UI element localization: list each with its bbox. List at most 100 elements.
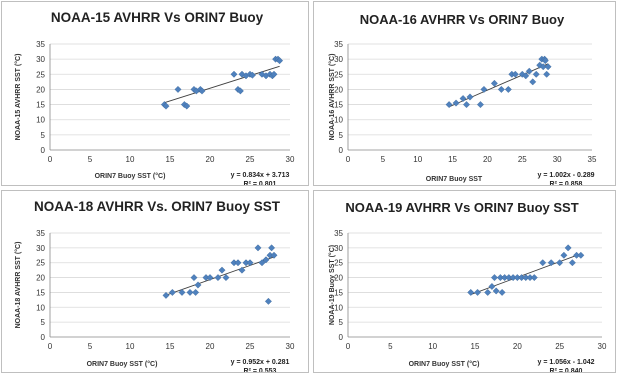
x-tick-label: 10 [126, 155, 135, 164]
x-tick-label: 15 [166, 155, 175, 164]
trendline-equation: y = 0.952x + 0.281 [231, 359, 290, 366]
y-tick-label: 20 [334, 274, 343, 283]
trendline-equation: y = 1.002x - 0.289 [537, 172, 594, 179]
x-tick-label: 0 [48, 155, 53, 164]
data-point [556, 259, 564, 267]
y-tick-label: 0 [339, 333, 344, 342]
data-point [547, 259, 555, 267]
data-point [186, 288, 194, 296]
data-point [238, 266, 246, 274]
y-tick-label: 30 [334, 55, 343, 64]
y-tick-label: 5 [339, 318, 344, 327]
y-tick-label: 10 [36, 116, 45, 125]
x-axis-label: ORIN7 Buoy SST (°C) [87, 360, 158, 368]
y-axis-label: NOAA-19 Buoy SST (°C) [328, 245, 336, 325]
data-point [498, 288, 506, 296]
data-point [492, 287, 500, 295]
x-tick-label: 30 [286, 342, 295, 351]
x-tick-label: 15 [448, 155, 457, 164]
data-point [560, 251, 568, 259]
data-point [467, 288, 475, 296]
data-point [258, 259, 266, 267]
data-point [543, 70, 551, 78]
x-tick-label: 25 [555, 342, 564, 351]
chart-title: NOAA-18 AVHRR Vs. ORIN7 Buoy SST [34, 199, 281, 214]
y-tick-label: 0 [41, 333, 46, 342]
x-tick-label: 35 [588, 155, 597, 164]
x-tick-label: 25 [246, 342, 255, 351]
x-axis-label: ORIN7 Buoy SST (°C) [95, 172, 166, 180]
data-point [529, 78, 537, 86]
data-point [254, 244, 262, 252]
x-tick-label: 10 [428, 342, 437, 351]
y-tick-label: 25 [334, 259, 343, 268]
y-tick-label: 15 [36, 288, 45, 297]
data-point [480, 85, 488, 93]
data-point [497, 85, 505, 93]
data-point [530, 274, 538, 282]
x-tick-label: 15 [471, 342, 480, 351]
data-point [258, 70, 266, 78]
data-point [488, 283, 496, 290]
data-point [276, 57, 284, 65]
data-point [246, 259, 254, 267]
r-squared-label: R² = 0.858 [550, 181, 583, 185]
data-point [511, 70, 519, 78]
trendline [164, 65, 280, 104]
data-point [214, 274, 222, 282]
data-point [484, 288, 492, 296]
r-squared-label: R² = 0.840 [550, 368, 583, 372]
x-tick-label: 20 [483, 155, 492, 164]
data-point [183, 102, 191, 110]
x-tick-label: 30 [286, 155, 295, 164]
scatter-plot: NOAA-16 AVHRR Vs ORIN7 Buoy 0 5 10 15 20 25 30 3… [328, 12, 597, 185]
x-tick-label: 20 [513, 342, 522, 351]
x-tick-label: 0 [48, 342, 53, 351]
data-point [463, 101, 470, 109]
data-point [206, 274, 214, 282]
data-point [190, 274, 198, 282]
x-tick-label: 15 [166, 342, 175, 351]
y-tick-label: 25 [36, 70, 45, 79]
x-tick-label: 10 [126, 342, 135, 351]
y-tick-label: 25 [36, 259, 45, 268]
data-point [194, 281, 202, 289]
y-tick-label: 35 [334, 229, 343, 238]
data-point [474, 288, 482, 296]
data-point [564, 244, 572, 252]
x-tick-label: 30 [553, 155, 562, 164]
y-axis-label: NOAA-18 AVHRR SST (°C) [14, 242, 22, 329]
data-point [268, 244, 276, 252]
data-point [162, 102, 170, 110]
data-point [270, 70, 278, 78]
y-tick-label: 0 [41, 146, 46, 155]
x-tick-label: 5 [88, 342, 93, 351]
scatter-plot: NOAA-19 AVHRR Vs ORIN7 Buoy SST 0 5 10 15 20 2… [328, 200, 607, 372]
y-tick-label: 5 [41, 131, 46, 140]
y-tick-label: 10 [334, 303, 343, 312]
data-point [568, 259, 576, 267]
y-tick-label: 15 [334, 288, 343, 297]
y-axis-label: NOAA-15 AVHRR SST (°C) [14, 54, 22, 141]
data-point [504, 85, 512, 93]
x-tick-label: 30 [598, 342, 607, 351]
y-tick-label: 10 [334, 116, 343, 125]
chart-panel-noaa19: NOAA-19 AVHRR Vs ORIN7 Buoy SST 0 5 10 15 20 2… [313, 190, 616, 373]
data-point [234, 259, 242, 267]
chart-title: NOAA-19 AVHRR Vs ORIN7 Buoy SST [345, 200, 578, 215]
x-tick-label: 20 [206, 342, 215, 351]
chart-title: NOAA-15 AVHRR Vs ORIN7 Buoy [51, 10, 264, 25]
data-point [539, 63, 547, 71]
y-tick-label: 20 [36, 85, 45, 94]
data-point [490, 274, 498, 282]
data-point [476, 101, 484, 109]
chart-title: NOAA-16 AVHRR Vs ORIN7 Buoy [360, 12, 565, 27]
data-point [262, 256, 270, 264]
data-point [192, 288, 200, 296]
r-squared-label: R² = 0.553 [244, 368, 277, 372]
trendline [165, 256, 275, 296]
data-point [238, 70, 246, 78]
y-tick-label: 5 [41, 318, 46, 327]
y-tick-label: 35 [36, 40, 45, 49]
